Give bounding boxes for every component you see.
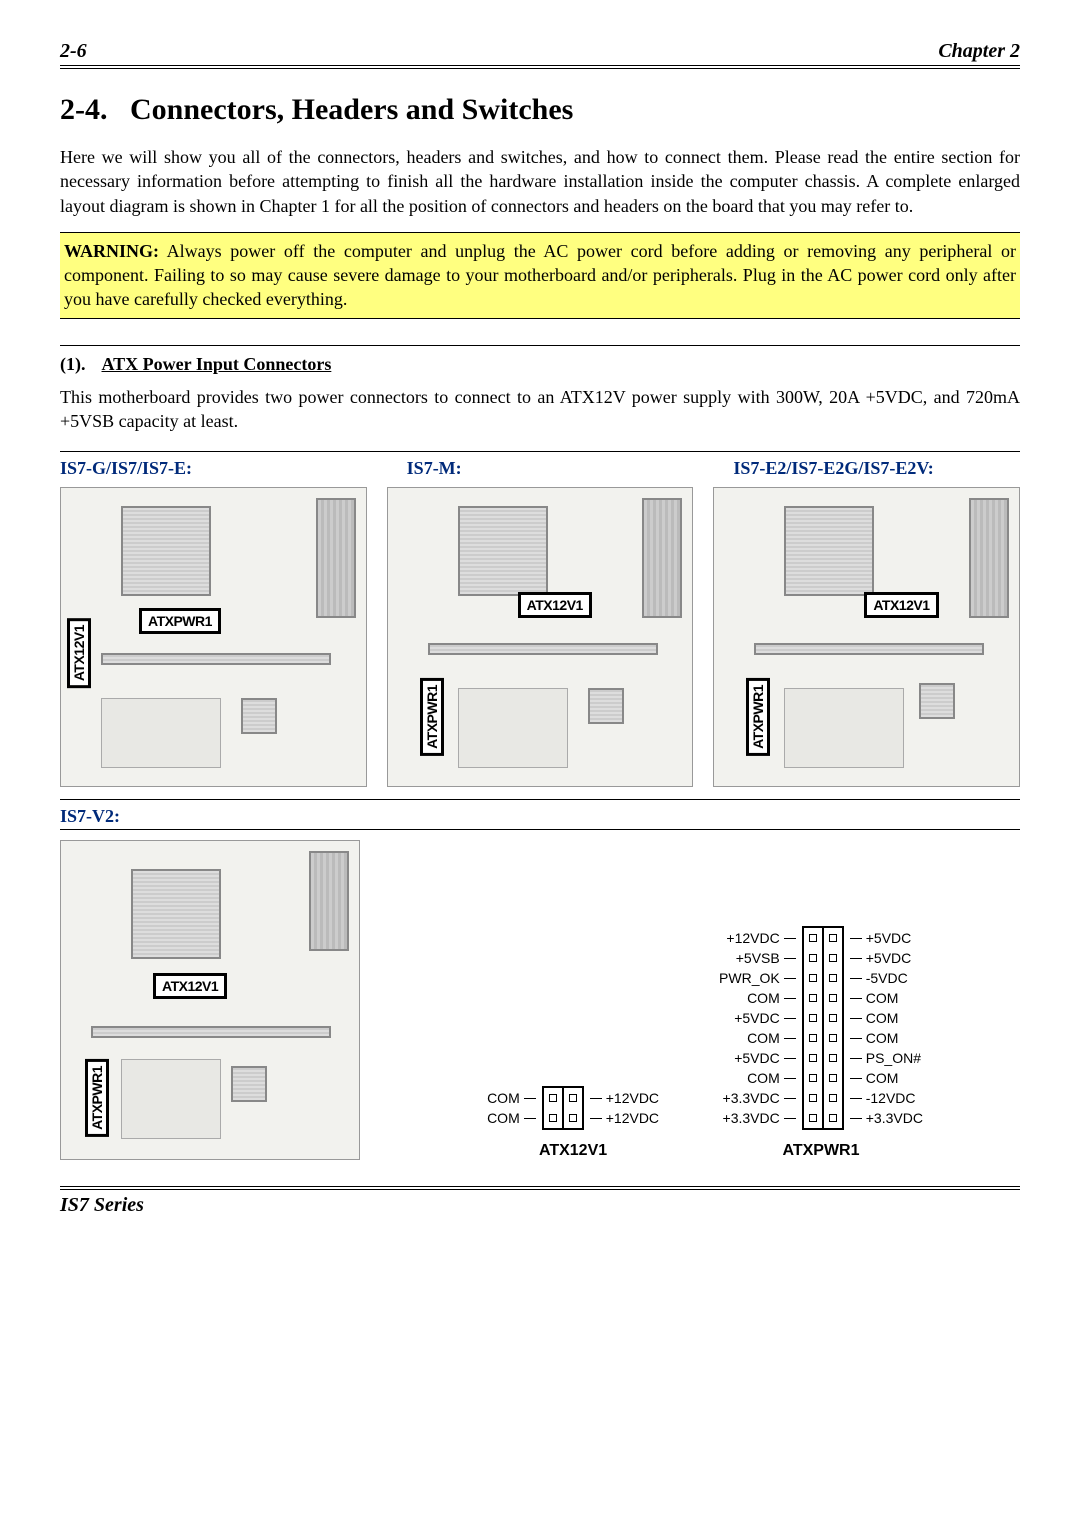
board-diagram-v2: ATX12V1 ATXPWR1 bbox=[60, 840, 360, 1160]
pin-label: +12VDC bbox=[606, 1108, 659, 1128]
variant-c-label: IS7-E2/IS7-E2G/IS7-E2V: bbox=[693, 458, 1020, 479]
atx12v1-left-col: COM COM bbox=[487, 1088, 536, 1128]
pin-label: +3.3VDC bbox=[866, 1108, 923, 1128]
pin-label: COM bbox=[487, 1108, 520, 1128]
pin-label: COM bbox=[487, 1088, 520, 1108]
page-header: 2-6 Chapter 2 bbox=[60, 40, 1020, 69]
pin-label: +5VDC bbox=[866, 948, 912, 968]
pin-label: -5VDC bbox=[866, 968, 908, 988]
pin-label: COM bbox=[866, 1008, 899, 1028]
page-number: 2-6 bbox=[60, 40, 87, 63]
atx12v1-right-col: +12VDC +12VDC bbox=[590, 1088, 659, 1128]
atxpwr1-label: ATXPWR1 bbox=[139, 608, 221, 634]
warning-box: WARNING: Always power off the computer a… bbox=[60, 232, 1020, 319]
pin-label: +5VDC bbox=[734, 1008, 780, 1028]
variant-a-label: IS7-G/IS7/IS7-E: bbox=[60, 458, 347, 479]
atx12v1-connector bbox=[542, 1086, 584, 1130]
pinout-atx12v1: COM COM +12VDC bbox=[487, 1086, 659, 1160]
pin-label: +3.3VDC bbox=[723, 1088, 780, 1108]
atxpwr1-vlabel: ATXPWR1 bbox=[420, 678, 444, 756]
section-number: 2-4. bbox=[60, 93, 108, 126]
pin-label: +12VDC bbox=[606, 1088, 659, 1108]
board-diagram-row: ATXPWR1 ATX12V1 ATX12V1 ATXPWR1 ATX12V1 … bbox=[60, 487, 1020, 800]
pin-label: +5VSB bbox=[736, 948, 780, 968]
subsection-header: (1). ATX Power Input Connectors bbox=[60, 345, 1020, 375]
board-diagram-c: ATX12V1 ATXPWR1 bbox=[713, 487, 1020, 787]
atx12v1-label-c: ATX12V1 bbox=[864, 592, 938, 618]
chapter-label: Chapter 2 bbox=[938, 40, 1020, 63]
warning-label: WARNING: bbox=[64, 241, 159, 261]
pin-label: +5VDC bbox=[734, 1048, 780, 1068]
atxpwr1-left-col: +12VDC+5VSBPWR_OKCOM+5VDCCOM+5VDCCOM+3.3… bbox=[719, 928, 796, 1128]
atxpwr1-right-col: +5VDC+5VDC-5VDCCOMCOMCOMPS_ON#COM-12VDC+… bbox=[850, 928, 923, 1128]
atxpwr1-connector bbox=[802, 926, 844, 1130]
pin-label: COM bbox=[747, 1068, 780, 1088]
atx12v1-label-v2: ATX12V1 bbox=[153, 973, 227, 999]
subsection-text: This motherboard provides two power conn… bbox=[60, 385, 1020, 434]
pin-label: -12VDC bbox=[866, 1088, 916, 1108]
pin-label: COM bbox=[866, 1028, 899, 1048]
atx12v1-label: ATX12V1 bbox=[518, 592, 592, 618]
pin-label: COM bbox=[747, 988, 780, 1008]
board-diagram-a: ATXPWR1 ATX12V1 bbox=[60, 487, 367, 787]
subsection-number: (1). bbox=[60, 354, 86, 375]
pinout-atxpwr1: +12VDC+5VSBPWR_OKCOM+5VDCCOM+5VDCCOM+3.3… bbox=[719, 926, 923, 1160]
pin-label: PS_ON# bbox=[866, 1048, 921, 1068]
pin-label: +3.3VDC bbox=[723, 1108, 780, 1128]
variant-labels-row: IS7-G/IS7/IS7-E: IS7-M: IS7-E2/IS7-E2G/I… bbox=[60, 451, 1020, 479]
variant2-label: IS7-V2: bbox=[60, 806, 1020, 830]
subsection-title: ATX Power Input Connectors bbox=[102, 354, 332, 375]
pin-label: COM bbox=[866, 1068, 899, 1088]
warning-text: Always power off the computer and unplug… bbox=[64, 241, 1016, 310]
pin-label: PWR_OK bbox=[719, 968, 780, 988]
bottom-row: ATX12V1 ATXPWR1 COM COM bbox=[60, 840, 1020, 1160]
variant-b-label: IS7-M: bbox=[347, 458, 694, 479]
page-footer: IS7 Series bbox=[60, 1186, 1020, 1217]
atx12v1-vlabel: ATX12V1 bbox=[67, 618, 91, 688]
atxpwr1-vlabel-c: ATXPWR1 bbox=[746, 678, 770, 756]
board-diagram-b: ATX12V1 ATXPWR1 bbox=[387, 487, 694, 787]
pin-label: +12VDC bbox=[726, 928, 779, 948]
pin-label: COM bbox=[866, 988, 899, 1008]
pin-label: +5VDC bbox=[866, 928, 912, 948]
pinout-group: COM COM +12VDC bbox=[390, 926, 1020, 1160]
intro-paragraph: Here we will show you all of the connect… bbox=[60, 145, 1020, 218]
atxpwr1-vlabel-v2: ATXPWR1 bbox=[85, 1059, 109, 1137]
section-heading: Connectors, Headers and Switches bbox=[130, 93, 573, 126]
section-title: 2-4. Connectors, Headers and Switches bbox=[60, 93, 1020, 127]
pin-label: COM bbox=[747, 1028, 780, 1048]
atxpwr1-title: ATXPWR1 bbox=[782, 1142, 859, 1160]
atx12v1-title: ATX12V1 bbox=[539, 1142, 607, 1160]
